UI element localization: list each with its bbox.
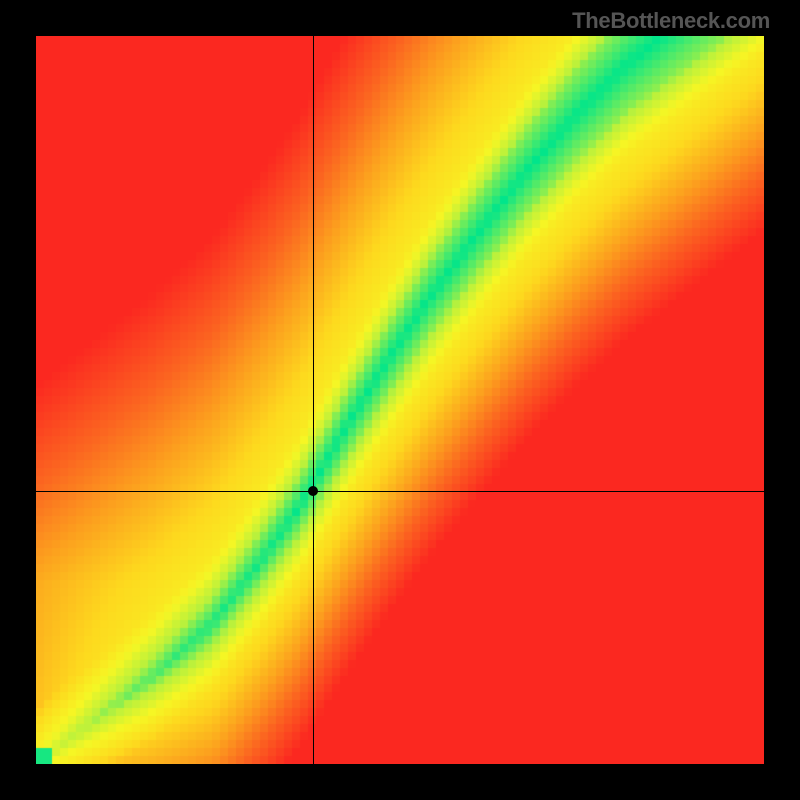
crosshair-marker: [308, 486, 318, 496]
heatmap-canvas: [36, 36, 764, 764]
watermark-text: TheBottleneck.com: [572, 8, 770, 34]
heatmap-plot: [36, 36, 764, 764]
crosshair-horizontal: [36, 491, 764, 492]
crosshair-vertical: [313, 36, 314, 764]
